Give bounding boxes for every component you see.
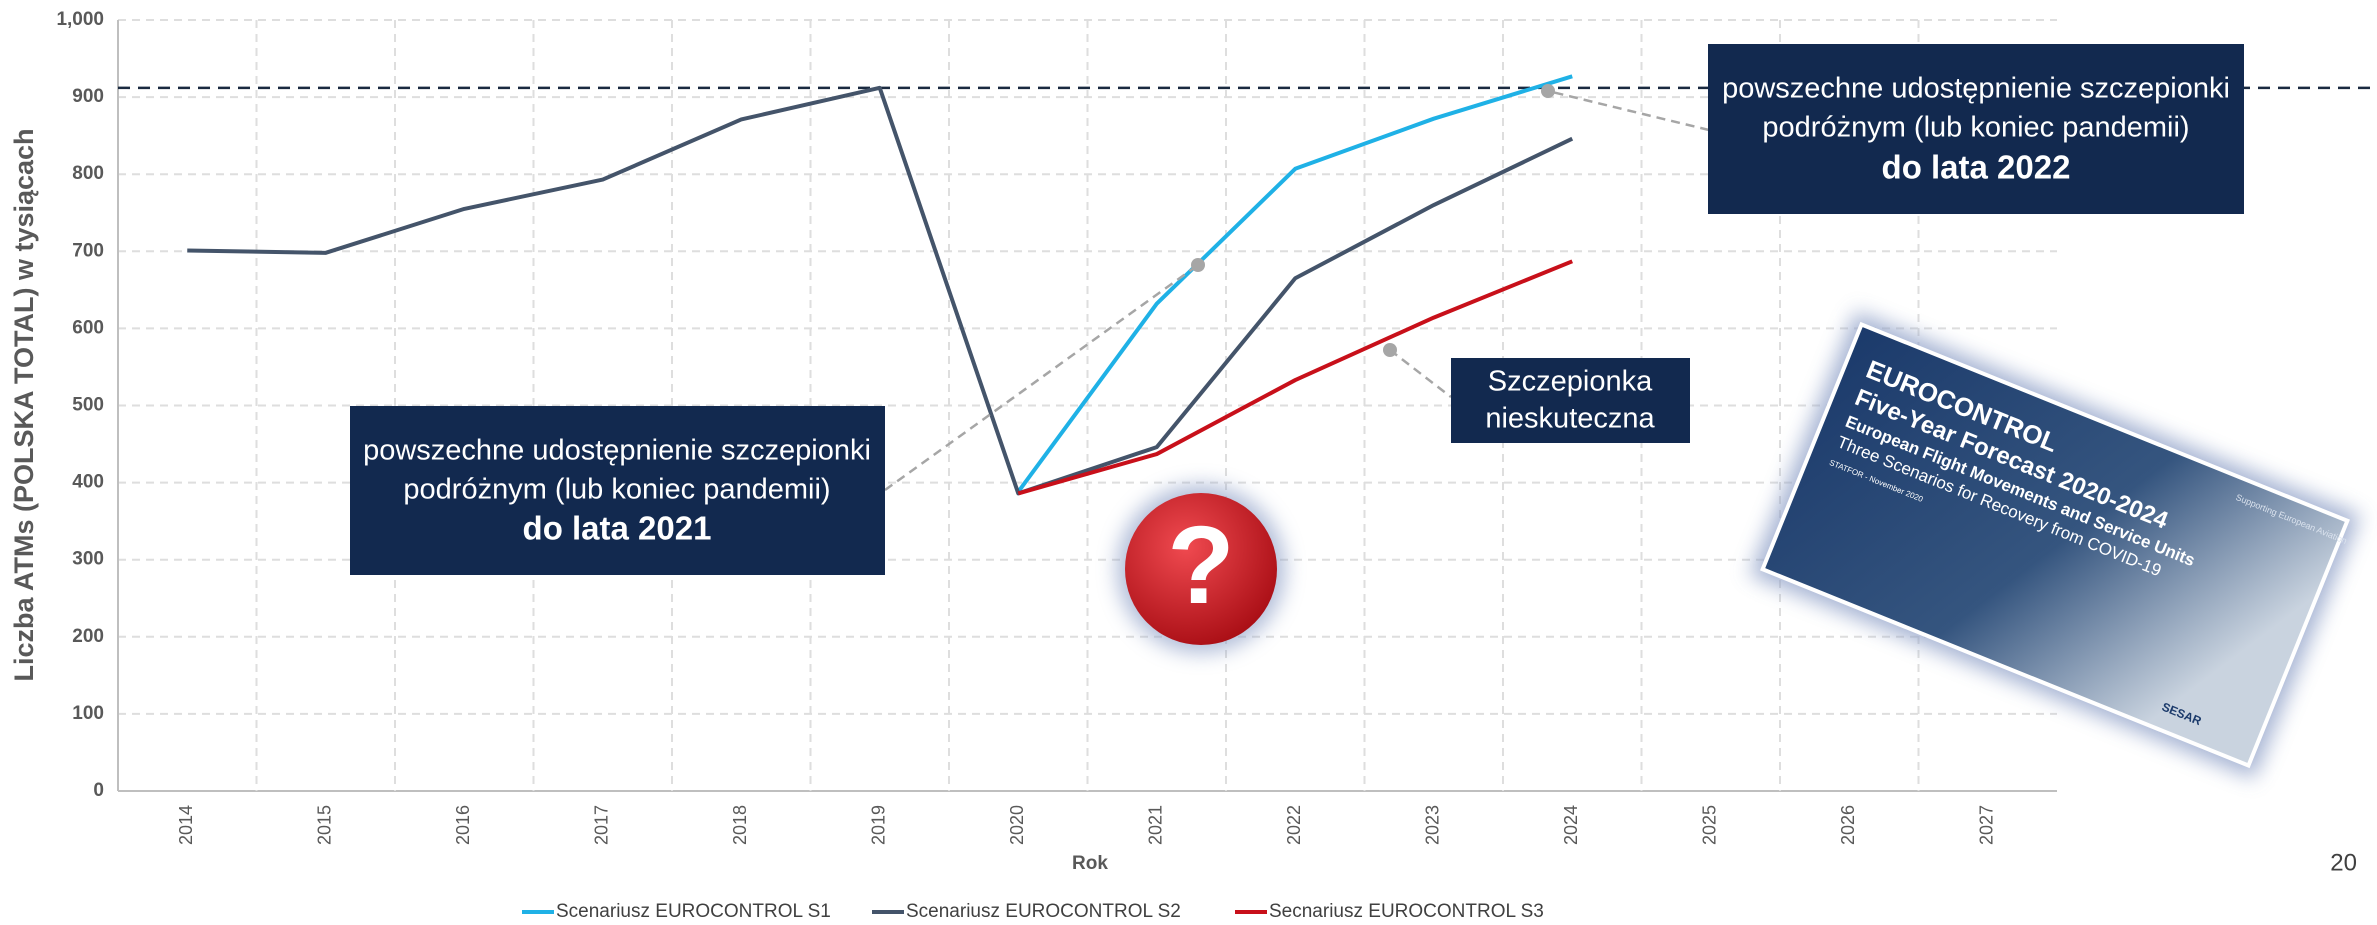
annotation-box: powszechne udostępnienie szczepionki pod… <box>350 406 885 575</box>
connector-dot <box>1541 84 1555 98</box>
x-tick-label: 2019 <box>869 805 889 845</box>
report-cover: EUROCONTROL Five-Year Forecast 2020-2024… <box>1750 311 2361 778</box>
box-bold: do lata 2022 <box>1882 149 2071 186</box>
x-tick-label: 2020 <box>1007 805 1027 845</box>
connector-dot <box>1191 258 1205 272</box>
x-tick-label: 2017 <box>592 805 612 845</box>
box-bold: do lata 2021 <box>523 510 712 547</box>
x-tick-label: 2022 <box>1284 805 1304 845</box>
x-tick-label: 2025 <box>1700 805 1720 845</box>
y-tick-label: 700 <box>72 240 104 261</box>
annotation-box: Szczepionka nieskuteczna <box>1451 358 1690 443</box>
x-axis-title: Rok <box>1072 853 1108 874</box>
legend-label: Scenariusz EUROCONTROL S2 <box>906 901 1181 922</box>
y-tick-label: 1,000 <box>56 9 104 30</box>
box-text: nieskuteczna <box>1485 403 1655 435</box>
y-tick-label: 500 <box>72 395 104 416</box>
x-tick-label: 2021 <box>1146 805 1166 845</box>
x-tick-label: 2015 <box>315 805 335 845</box>
y-tick-label: 300 <box>72 549 104 570</box>
slide: 0 100 200 300 400 500 600 700 800 900 1,000 2014 201… <box>0 0 2377 925</box>
box-text: podróżnym (lub koniec pandemii) <box>1762 112 2189 144</box>
y-tick-label: 400 <box>72 472 104 493</box>
x-tick-label: 2016 <box>453 805 473 845</box>
connector <box>1548 91 1709 130</box>
box-text: podróżnym (lub koniec pandemii) <box>403 474 830 506</box>
y-tick-label: 900 <box>72 86 104 107</box>
y-tick-label: 600 <box>72 317 104 338</box>
legend: Scenariusz EUROCONTROL S1 Scenariusz EURO… <box>522 901 1544 922</box>
x-tick-label: 2018 <box>730 805 750 845</box>
legend-label: Secnariusz EUROCONTROL S3 <box>1269 901 1544 922</box>
y-tick-label: 200 <box>72 626 104 647</box>
question-icon: ? <box>1117 485 1285 653</box>
box-text: Szczepionka <box>1488 366 1653 398</box>
y-tick-label: 100 <box>72 703 104 724</box>
connector-dot <box>1383 343 1397 357</box>
y-axis-title: Liczba ATMs (POLSKA TOTAL) w tysiącach <box>9 128 39 681</box>
y-tick-label: 0 <box>93 780 104 801</box>
x-tick-label: 2023 <box>1423 805 1443 845</box>
annotation-box: powszechne udostępnienie szczepionki pod… <box>1708 44 2244 214</box>
box-text: powszechne udostępnienie szczepionki <box>363 435 871 467</box>
legend-label: Scenariusz EUROCONTROL S1 <box>556 901 831 922</box>
x-tick-label: 2026 <box>1838 805 1858 845</box>
question-mark: ? <box>1167 504 1234 627</box>
y-tick-label: 800 <box>72 163 104 184</box>
x-tick-label: 2024 <box>1561 805 1581 845</box>
x-tick-label: 2027 <box>1977 805 1997 845</box>
box-text: powszechne udostępnienie szczepionki <box>1722 73 2230 105</box>
page-number: 20 <box>2330 849 2357 876</box>
x-tick-label: 2014 <box>176 805 196 845</box>
connector <box>1390 350 1451 397</box>
